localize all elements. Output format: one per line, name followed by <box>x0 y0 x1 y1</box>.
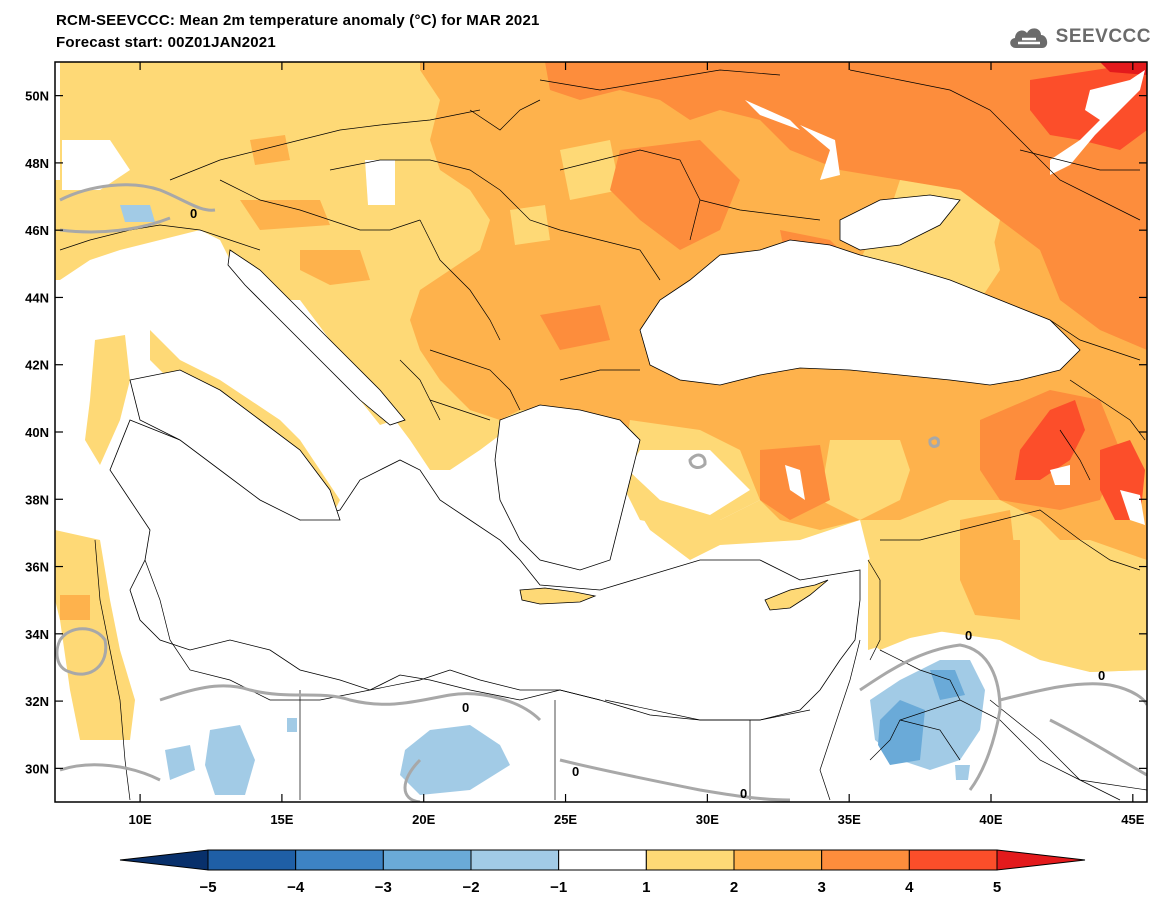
contour-label: 0 <box>965 628 972 643</box>
lon-tick-label: 45E <box>1121 812 1144 827</box>
colorbar-label: 1 <box>642 879 650 896</box>
contour-labels: 0 0 0 0 0 0 <box>190 206 1105 801</box>
lon-tick-label: 40E <box>979 812 1002 827</box>
contour-label: 0 <box>1098 668 1105 683</box>
cloud-icon <box>1009 28 1047 48</box>
colorbar-label: −4 <box>287 879 305 896</box>
black-sea <box>639 239 1081 386</box>
latitude-axis: 50N 48N 46N 44N 42N 40N 38N 36N 34N 32N 30N <box>25 89 1147 776</box>
colorbar-bin <box>207 849 297 871</box>
contour-label: 0 <box>462 700 469 715</box>
colorbar-label: 4 <box>905 879 914 896</box>
logo-text: SEEVCCC <box>1055 26 1151 47</box>
colorbar-bin <box>295 849 384 871</box>
colorbar-bin <box>382 849 472 871</box>
colorbar-label: −3 <box>375 879 392 896</box>
lat-tick-label: 36N <box>25 560 49 575</box>
lon-tick-label: 35E <box>838 812 861 827</box>
colorbar-bin <box>908 849 998 871</box>
contour-label: 0 <box>190 206 197 221</box>
lat-tick-label: 30N <box>25 761 49 776</box>
contour-label: 0 <box>740 786 747 801</box>
lon-tick-label: 10E <box>129 812 152 827</box>
anomaly-band-3-4 <box>545 62 1147 350</box>
colorbar-label: −1 <box>550 879 567 896</box>
colorbar-label: 5 <box>993 879 1001 896</box>
colorbar: −5 −4 −3 −2 −1 1 2 3 4 5 <box>119 849 1086 896</box>
colorbar-bin <box>733 849 823 871</box>
lat-tick-label: 32N <box>25 694 49 709</box>
lon-tick-label: 15E <box>270 812 293 827</box>
longitude-axis: 10E 15E 20E 25E 30E 35E 40E 45E <box>129 62 1145 827</box>
anomaly-band-1-2-tunisia <box>55 530 135 740</box>
lat-tick-label: 46N <box>25 223 49 238</box>
colorbar-bin <box>470 849 560 871</box>
colorbar-bin <box>558 849 647 871</box>
contour-label: 0 <box>572 764 579 779</box>
lat-tick-label: 38N <box>25 492 49 507</box>
lat-tick-label: 48N <box>25 156 49 171</box>
anomaly-band-1-2-sardinia <box>85 335 130 465</box>
forecast-start-label: Forecast start: 00Z01JAN2021 <box>56 34 276 51</box>
zero-contours <box>55 183 1147 802</box>
mediterranean-sea <box>109 419 861 721</box>
lat-tick-label: 40N <box>25 425 49 440</box>
seevccc-logo: SEEVCCC <box>1006 22 1151 52</box>
cyprus <box>764 579 829 611</box>
sea-areas <box>109 194 1081 721</box>
lat-tick-label: 44N <box>25 290 49 305</box>
colorbar-label: −2 <box>462 879 479 896</box>
colorbar-min-triangle <box>119 849 209 871</box>
colorbar-label: 2 <box>730 879 738 896</box>
colorbar-label: −5 <box>199 879 216 896</box>
map-title: RCM-SEEVCCC: Mean 2m temperature anomaly… <box>56 12 540 29</box>
lat-tick-label: 42N <box>25 358 49 373</box>
lat-tick-label: 34N <box>25 627 49 642</box>
lat-tick-label: 50N <box>25 89 49 104</box>
lon-tick-label: 20E <box>412 812 435 827</box>
lon-tick-label: 30E <box>696 812 719 827</box>
colorbar-max-triangle <box>996 849 1086 871</box>
colorbar-label: 3 <box>817 879 825 896</box>
lon-tick-label: 25E <box>554 812 577 827</box>
colorbar-bin <box>645 849 735 871</box>
colorbar-bin <box>821 849 910 871</box>
crete <box>519 587 597 605</box>
